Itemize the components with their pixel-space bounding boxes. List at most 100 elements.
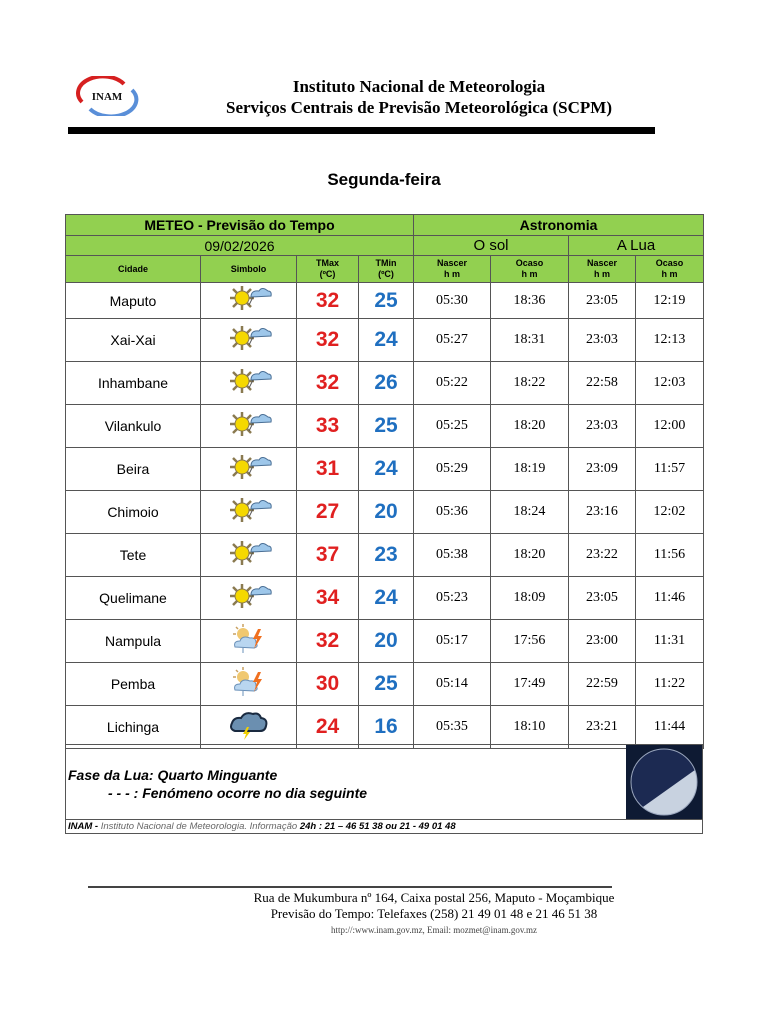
moonset-time: 11:46 <box>635 576 704 620</box>
tmax-value: 32 <box>296 361 359 405</box>
tmax-value: 33 <box>296 404 359 448</box>
table-row: Quelimane 34 24 05:23 18:09 23:05 11:46 <box>65 576 704 620</box>
sun-cloud-icon <box>225 540 273 572</box>
sun-cloud-icon <box>225 583 273 615</box>
moonrise-time: 23:03 <box>568 318 636 362</box>
moonrise-time: 22:59 <box>568 662 636 706</box>
table-title: METEO - Previsão do Tempo <box>65 214 414 236</box>
table-row: Maputo 32 25 05:30 18:36 23:05 12:19 <box>65 282 704 319</box>
moonset-time: 12:02 <box>635 490 704 534</box>
moonset-time: 11:31 <box>635 619 704 663</box>
phone-line: Previsão do Tempo: Telefaxes (258) 21 49… <box>270 906 598 921</box>
tmin-value: 23 <box>358 533 414 577</box>
sun-cloud-icon <box>225 411 273 443</box>
sunrise-time: 05:30 <box>413 282 491 319</box>
tmax-value: 34 <box>296 576 359 620</box>
col-sun-set: Ocaso h m <box>490 255 569 283</box>
sunset-time: 18:20 <box>490 533 569 577</box>
weather-symbol <box>200 576 297 620</box>
astronomy-header: Astronomia <box>413 214 704 236</box>
sun-cloud-icon <box>225 286 273 317</box>
weather-symbol <box>200 404 297 448</box>
legend-box: Fase da Lua: Quarto Minguante - - - : Fe… <box>65 744 703 820</box>
col-moon-rise: Nascer h m <box>568 255 636 283</box>
col-unit: h m <box>443 269 460 279</box>
table-row: Vilankulo 33 25 05:25 18:20 23:03 12:00 <box>65 404 704 448</box>
sunrise-time: 05:36 <box>413 490 491 534</box>
sunset-time: 18:10 <box>490 705 569 749</box>
sunrise-time: 05:17 <box>413 619 491 663</box>
institute-name: Instituto Nacional de Meteorologia <box>292 77 546 96</box>
moonrise-time: 23:16 <box>568 490 636 534</box>
weather-symbol <box>200 533 297 577</box>
department-name: Serviços Centrais de Previsão Meteorológ… <box>225 98 613 117</box>
sunrise-time: 05:35 <box>413 705 491 749</box>
weather-symbol <box>200 447 297 491</box>
sun-cloud-icon <box>225 454 273 486</box>
col-tmin-unit: (ºC) <box>378 269 394 279</box>
tmin-value: 20 <box>358 490 414 534</box>
institute-header: Instituto Nacional de Meteorologia Servi… <box>0 76 768 118</box>
tmin-value: 16 <box>358 705 414 749</box>
moon-header: A Lua <box>568 235 704 256</box>
city-name: Nampula <box>65 619 201 663</box>
info-line: INAM - Instituto Nacional de Meteorologi… <box>65 820 703 834</box>
tmin-value: 25 <box>358 662 414 706</box>
tmax-value: 32 <box>296 282 359 319</box>
table-row: Beira 31 24 05:29 18:19 23:09 11:57 <box>65 447 704 491</box>
moonset-time: 12:13 <box>635 318 704 362</box>
svg-text:INAM: INAM <box>92 91 123 103</box>
sunset-time: 18:36 <box>490 282 569 319</box>
footer-divider <box>88 886 612 888</box>
col-unit: h m <box>521 269 538 279</box>
day-title: Segunda-feira <box>327 170 441 189</box>
legend-note: - - - : Fenómeno ocorre no dia seguinte <box>108 785 368 801</box>
tmin-value: 25 <box>358 404 414 448</box>
sun-cloud-icon <box>225 497 273 529</box>
address-line: Rua de Mukumbura nº 164, Caixa postal 25… <box>253 890 615 905</box>
moonset-time: 11:22 <box>635 662 704 706</box>
inam-logo: INAM <box>76 76 139 116</box>
col-label: Nascer <box>436 258 468 268</box>
weather-symbol <box>200 490 297 534</box>
tmax-value: 27 <box>296 490 359 534</box>
moonset-time: 12:03 <box>635 361 704 405</box>
tmax-value: 32 <box>296 318 359 362</box>
city-name: Vilankulo <box>65 404 201 448</box>
sunrise-time: 05:25 <box>413 404 491 448</box>
moonrise-time: 23:09 <box>568 447 636 491</box>
forecast-date: 09/02/2026 <box>65 235 414 256</box>
sunset-time: 18:22 <box>490 361 569 405</box>
moonrise-time: 23:00 <box>568 619 636 663</box>
city-name: Chimoio <box>65 490 201 534</box>
table-row: Inhambane 32 26 05:22 18:22 22:58 12:03 <box>65 361 704 405</box>
col-sun-rise: Nascer h m <box>413 255 491 283</box>
moonset-time: 11:56 <box>635 533 704 577</box>
weather-symbol <box>200 662 297 706</box>
sunset-time: 18:31 <box>490 318 569 362</box>
sunrise-time: 05:27 <box>413 318 491 362</box>
weather-symbol <box>200 318 297 362</box>
sun-cloud-icon <box>225 325 273 357</box>
col-label: Ocaso <box>515 258 544 268</box>
moonrise-time: 23:21 <box>568 705 636 749</box>
table-row: Xai-Xai 32 24 05:27 18:31 23:03 12:13 <box>65 318 704 362</box>
city-name: Maputo <box>65 282 201 319</box>
tmax-value: 32 <box>296 619 359 663</box>
col-tmin-label: TMin <box>375 258 397 268</box>
moonset-time: 12:19 <box>635 282 704 319</box>
moonrise-time: 22:58 <box>568 361 636 405</box>
city-name: Lichinga <box>65 705 201 749</box>
table-row: Nampula 32 20 05:17 17:56 23:00 11:31 <box>65 619 704 663</box>
tmin-value: 26 <box>358 361 414 405</box>
tmax-value: 31 <box>296 447 359 491</box>
col-tmax-unit: (ºC) <box>319 269 336 279</box>
sunset-time: 17:56 <box>490 619 569 663</box>
sun-cloud-thunder-icon <box>229 623 269 659</box>
info-org: INAM - <box>68 821 101 832</box>
col-symbol: Simbolo <box>200 255 297 283</box>
sunset-time: 18:20 <box>490 404 569 448</box>
col-tmax: TMax (ºC) <box>296 255 359 283</box>
moonset-time: 11:57 <box>635 447 704 491</box>
